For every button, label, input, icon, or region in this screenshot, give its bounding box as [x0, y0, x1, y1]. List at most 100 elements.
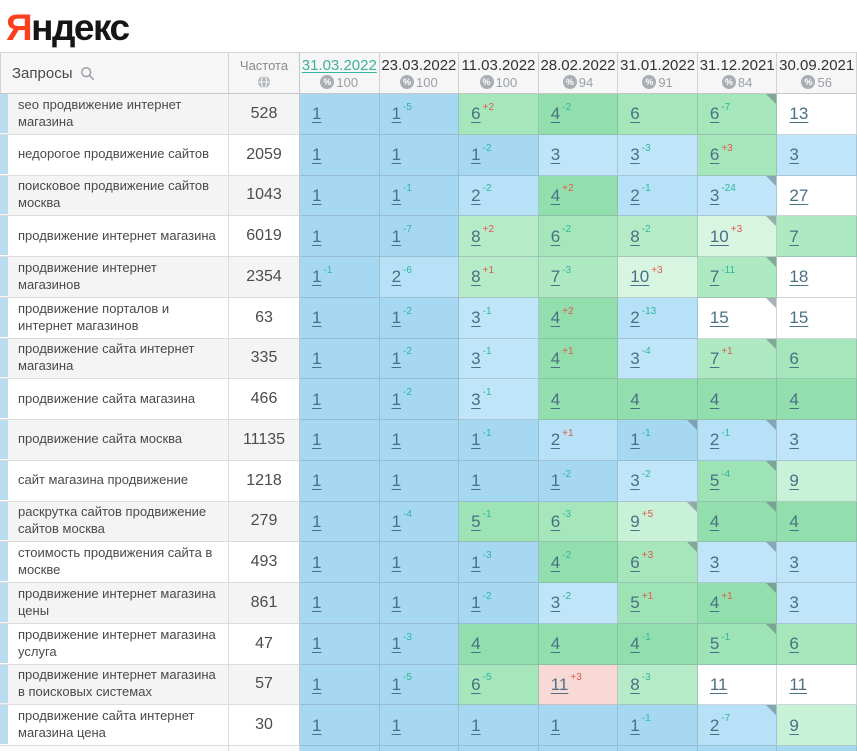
query-text[interactable]: стоимость продвижения сайта в москве	[18, 545, 213, 578]
position-link[interactable]: 1	[391, 308, 402, 328]
position-link[interactable]: 1	[391, 715, 402, 735]
position-link[interactable]: 2	[709, 430, 720, 450]
position-link[interactable]: 1	[391, 471, 402, 491]
position-link[interactable]: 3	[550, 593, 561, 613]
query-text[interactable]: продвижение интернет магазина услуга	[18, 626, 216, 659]
position-link[interactable]: 4	[550, 389, 561, 409]
position-link[interactable]: 3	[630, 471, 640, 491]
position-link[interactable]: 4	[709, 593, 720, 613]
search-icon[interactable]	[80, 66, 95, 81]
position-link[interactable]: 4	[709, 511, 720, 531]
position-link[interactable]: 4	[550, 308, 561, 328]
query-text[interactable]: продвижение интернет магазина цены	[18, 585, 216, 618]
position-link[interactable]: 5	[709, 634, 720, 654]
position-link[interactable]: 3	[709, 185, 720, 205]
position-link[interactable]: 10	[630, 267, 650, 287]
position-link[interactable]: 1	[391, 552, 402, 572]
position-link[interactable]: 9	[789, 471, 799, 491]
query-text[interactable]: поисковое продвижение сайтов москва	[18, 178, 210, 211]
position-link[interactable]: 1	[391, 185, 402, 205]
query-text[interactable]: продвижение сайта интернет магазина	[18, 341, 195, 374]
position-link[interactable]: 4	[630, 634, 640, 654]
position-link[interactable]: 1	[471, 145, 481, 165]
position-link[interactable]: 4	[789, 389, 799, 409]
position-link[interactable]: 1	[312, 430, 322, 450]
position-link[interactable]: 6	[550, 511, 561, 531]
position-link[interactable]: 1	[312, 674, 322, 694]
position-link[interactable]: 3	[630, 348, 640, 368]
query-text[interactable]: сайт магазина продвижение	[18, 472, 189, 488]
position-link[interactable]: 3	[630, 145, 640, 165]
position-link[interactable]: 1	[550, 715, 561, 735]
position-link[interactable]: 6	[709, 145, 720, 165]
position-link[interactable]: 1	[312, 226, 322, 246]
position-link[interactable]: 1	[471, 471, 481, 491]
position-link[interactable]: 2	[391, 267, 402, 287]
position-link[interactable]: 1	[391, 389, 402, 409]
position-link[interactable]: 6	[789, 348, 799, 368]
position-link[interactable]: 6	[471, 674, 481, 694]
position-link[interactable]: 1	[312, 634, 322, 654]
position-link[interactable]: 7	[709, 348, 720, 368]
position-link[interactable]: 6	[471, 104, 481, 124]
position-link[interactable]: 4	[789, 511, 799, 531]
position-link[interactable]: 1	[312, 104, 322, 124]
position-link[interactable]: 1	[391, 226, 402, 246]
position-link[interactable]: 4	[550, 104, 561, 124]
position-link[interactable]: 8	[630, 226, 640, 246]
position-link[interactable]: 6	[789, 634, 799, 654]
position-link[interactable]: 10	[709, 226, 729, 246]
date-link[interactable]: 30.09.2021	[779, 57, 855, 75]
position-link[interactable]: 11	[709, 674, 728, 694]
position-link[interactable]: 1	[312, 389, 322, 409]
position-link[interactable]: 1	[312, 267, 322, 287]
position-link[interactable]: 3	[471, 389, 481, 409]
position-link[interactable]: 1	[391, 511, 402, 531]
position-link[interactable]: 1	[312, 471, 322, 491]
position-link[interactable]: 1	[391, 348, 402, 368]
position-link[interactable]: 5	[709, 471, 720, 491]
position-link[interactable]: 7	[709, 267, 720, 287]
query-text[interactable]: продвижение сайта москва	[18, 431, 183, 447]
position-link[interactable]: 1	[630, 430, 640, 450]
position-link[interactable]: 1	[391, 634, 402, 654]
position-link[interactable]: 1	[391, 104, 402, 124]
position-link[interactable]: 5	[630, 593, 640, 613]
position-link[interactable]: 1	[471, 715, 481, 735]
position-link[interactable]: 8	[630, 674, 640, 694]
position-link[interactable]: 3	[789, 552, 799, 572]
query-text[interactable]: продвижение сайта магазина	[18, 390, 196, 406]
position-link[interactable]: 3	[789, 593, 799, 613]
position-link[interactable]: 4	[550, 634, 561, 654]
date-link[interactable]: 31.03.2022	[301, 57, 377, 75]
position-link[interactable]: 1	[312, 308, 322, 328]
query-text[interactable]: seo продвижение интернет магазина	[18, 96, 182, 129]
position-link[interactable]: 1	[312, 348, 322, 368]
position-link[interactable]: 3	[709, 552, 720, 572]
position-link[interactable]: 1	[391, 430, 402, 450]
position-link[interactable]: 2	[471, 185, 481, 205]
date-link[interactable]: 31.12.2021	[699, 57, 775, 75]
position-link[interactable]: 4	[630, 389, 640, 409]
query-text[interactable]: продвижение интернет магазина	[18, 227, 216, 243]
position-link[interactable]: 1	[391, 145, 402, 165]
position-link[interactable]: 7	[550, 267, 561, 287]
position-link[interactable]: 1	[391, 674, 402, 694]
position-link[interactable]: 1	[312, 145, 322, 165]
position-link[interactable]: 5	[471, 511, 481, 531]
position-link[interactable]: 1	[471, 593, 481, 613]
position-link[interactable]: 11	[550, 674, 569, 694]
query-text[interactable]: продвижение порталов и интернет магазино…	[18, 300, 170, 333]
position-link[interactable]: 2	[709, 715, 720, 735]
position-link[interactable]: 8	[471, 226, 481, 246]
position-link[interactable]: 2	[630, 308, 640, 328]
position-link[interactable]: 2	[630, 185, 640, 205]
query-text[interactable]: продвижение сайта интернет магазина цена	[18, 708, 195, 741]
position-link[interactable]: 4	[550, 348, 561, 368]
query-text[interactable]: продвижение интернет магазинов	[18, 259, 157, 292]
date-link[interactable]: 11.03.2022	[461, 57, 536, 75]
position-link[interactable]: 1	[471, 430, 481, 450]
query-text[interactable]: продвижение интернет магазина в поисковы…	[18, 667, 216, 700]
position-link[interactable]: 1	[312, 715, 322, 735]
position-link[interactable]: 4	[471, 634, 481, 654]
